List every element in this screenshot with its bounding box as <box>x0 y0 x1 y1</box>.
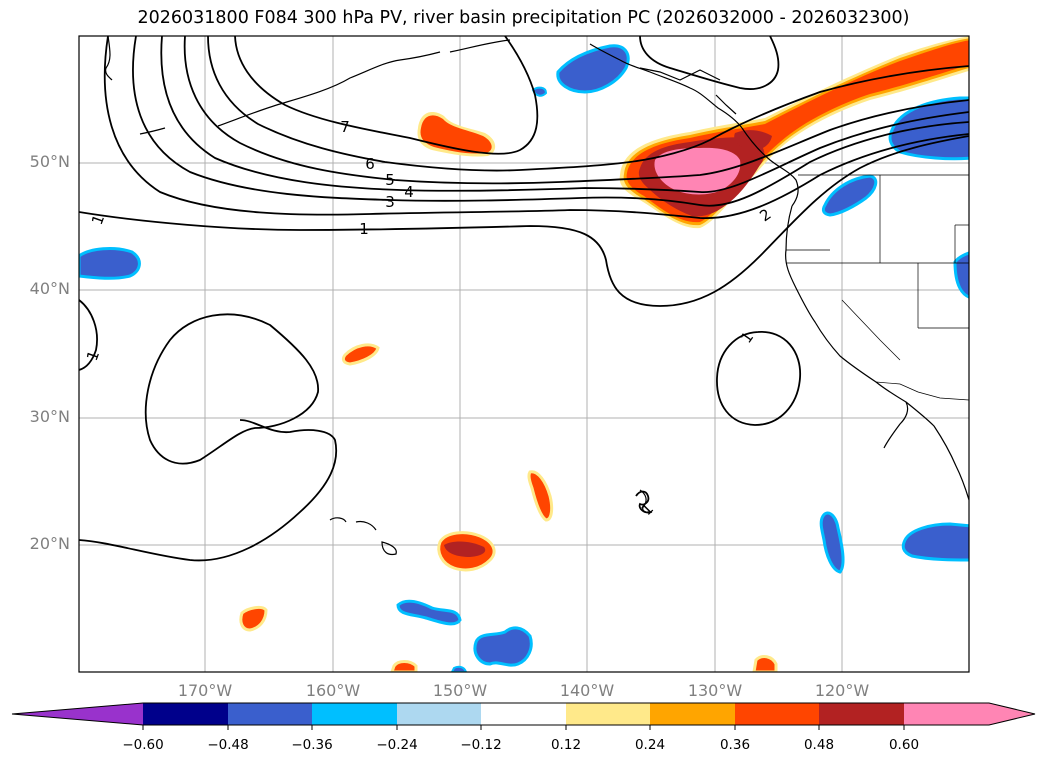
neg-region-baja-west <box>819 511 845 574</box>
colorbar-segment <box>397 703 481 725</box>
map-area: 7 6 5 4 3 1 2 1 1 1 1 <box>79 36 969 672</box>
lat-label-20n: 20°N <box>29 534 70 553</box>
pv-contours <box>79 36 969 562</box>
colorbar-tick-label: 0.12 <box>550 737 582 753</box>
pv-contour-2 <box>103 36 969 219</box>
pv-contour-1-loop <box>144 313 319 465</box>
neg-region-canada-east <box>888 96 969 161</box>
contour-label-1d: 1 <box>737 328 757 346</box>
precip-region-hawaii-core <box>444 541 486 557</box>
pv-contour-4 <box>160 36 969 193</box>
colorbar-segment <box>819 703 904 725</box>
contour-label-6: 6 <box>365 155 375 173</box>
lon-label-160w: 160°W <box>305 681 361 700</box>
colorbar-tick-label: 0.48 <box>803 737 835 753</box>
contour-label-1c: 1 <box>83 348 103 363</box>
colorbar-segment <box>735 703 819 725</box>
precip-region-pnw-red2 <box>734 130 772 151</box>
colorbar-segment <box>312 703 397 725</box>
pv-contour-1 <box>79 135 969 307</box>
colorbar-tick-label: −0.12 <box>460 737 502 753</box>
lat-label-30n: 30°N <box>29 407 70 426</box>
neg-region-aleutian-west <box>79 247 141 280</box>
lon-label-170w: 170°W <box>177 681 233 700</box>
precip-region-small-2 <box>527 470 554 522</box>
contour-label-4: 4 <box>404 183 414 201</box>
contour-label-1: 1 <box>359 220 369 238</box>
precip-region-small-4 <box>390 660 418 672</box>
contour-label-5: 5 <box>385 171 395 189</box>
precip-region-small-5 <box>752 655 778 672</box>
pv-contour-1-small <box>635 490 651 514</box>
neg-region-mexico <box>901 522 969 562</box>
lon-label-130w: 130°W <box>687 681 743 700</box>
neg-region-south-3 <box>450 665 468 672</box>
colorbar-segment <box>143 703 228 725</box>
precip-region-pnw-pink <box>654 147 741 195</box>
colorbar-tick-label: 0.24 <box>634 737 666 753</box>
colorbar-tick-label: −0.48 <box>207 737 249 753</box>
colorbar-segment <box>650 703 735 725</box>
pv-contour-ak <box>639 36 780 90</box>
contour-label-7: 7 <box>340 118 350 136</box>
colorbar-extend-low <box>12 703 143 725</box>
coastlines <box>105 36 969 556</box>
lat-label-40n: 40°N <box>29 279 70 298</box>
neg-region-plains <box>953 251 969 299</box>
pv-contour-3 <box>132 36 969 207</box>
colorbar-tick-label: −0.36 <box>291 737 333 753</box>
colorbar-tick-label: 0.36 <box>719 737 751 753</box>
pv-contour-6 <box>207 36 969 172</box>
pv-contour-1-ellipse <box>716 331 801 426</box>
positive-precip-regions <box>239 36 969 672</box>
contour-label-2: 2 <box>756 205 774 225</box>
neg-region-alaska <box>556 44 630 94</box>
pv-contour-5 <box>183 36 969 185</box>
colorbar-tick-label: −0.24 <box>376 737 418 753</box>
gridlines <box>79 36 969 672</box>
pv-contour-1-west <box>79 299 98 371</box>
colorbar-extend-high <box>904 703 1035 725</box>
neg-region-small-ak <box>531 86 548 97</box>
neg-region-south-2 <box>473 626 533 667</box>
lon-label-150w: 150°W <box>432 681 488 700</box>
colorbar-segment <box>228 703 312 725</box>
colorbar-segment <box>566 703 650 725</box>
neg-region-idaho <box>821 174 878 217</box>
map-frame <box>78 35 970 673</box>
neg-region-south-1 <box>396 599 462 626</box>
colorbar-segment <box>481 703 566 725</box>
lon-label-140w: 140°W <box>559 681 615 700</box>
pv-contour-7 <box>234 36 539 155</box>
precip-region-small-1 <box>341 343 380 366</box>
colorbar-tick-label: −0.60 <box>122 737 164 753</box>
colorbar-ticks <box>142 725 905 730</box>
lat-label-50n: 50°N <box>29 152 70 171</box>
pv-contour-1-south <box>79 419 338 562</box>
map-title: 2026031800 F084 300 hPa PV, river basin … <box>137 8 910 28</box>
lon-label-120w: 120°W <box>814 681 870 700</box>
contour-label-3: 3 <box>385 193 395 211</box>
colorbar <box>11 702 1036 730</box>
precip-region-small-3 <box>239 605 268 632</box>
colorbar-tick-label: 0.60 <box>888 737 920 753</box>
negative-precip-regions <box>79 44 969 672</box>
political-borders <box>786 174 969 401</box>
